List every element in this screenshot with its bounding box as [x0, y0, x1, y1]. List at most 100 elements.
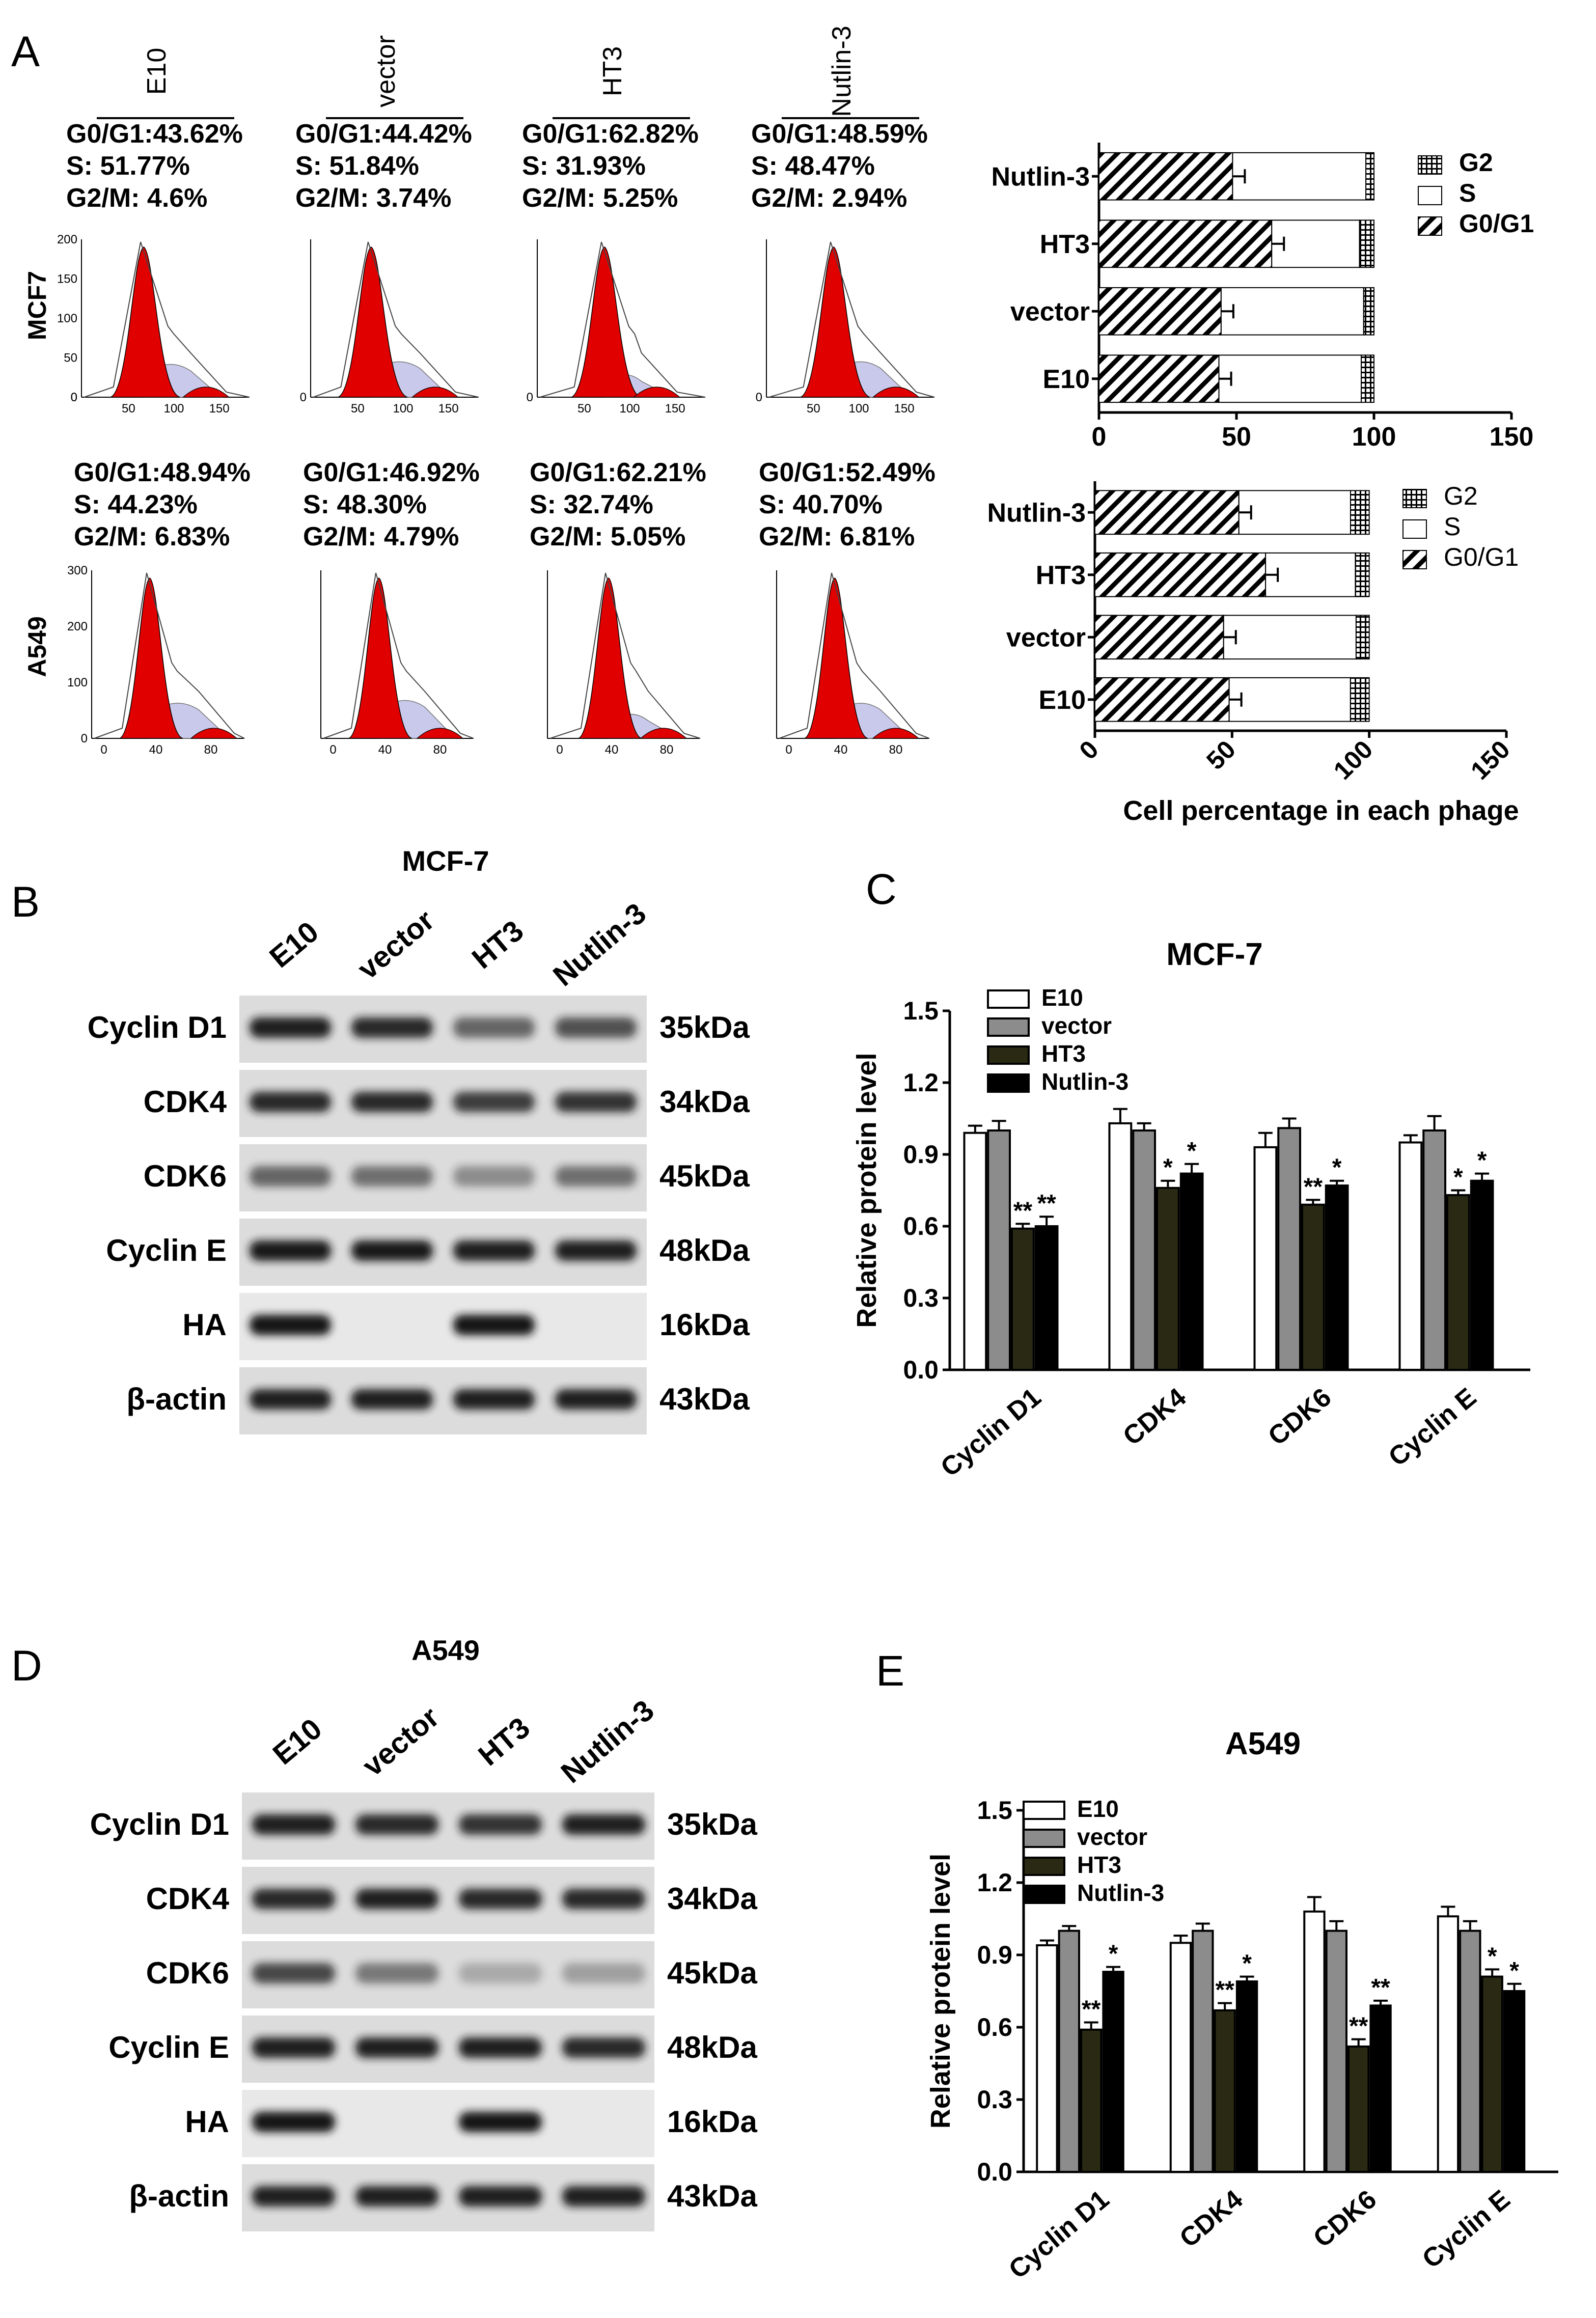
stack-x-tick: 150: [1465, 735, 1516, 785]
phase-stat: G2/M: 6.83%: [74, 522, 230, 551]
blot-lane-label: E10: [267, 1712, 328, 1771]
bar-y-axis-title: Relative protein level: [925, 1854, 956, 2129]
significance-marker: **: [1304, 1173, 1323, 1200]
significance-marker: *: [1477, 1147, 1487, 1174]
stack-x-tick: 100: [1328, 735, 1379, 785]
stack-segment-s: [1271, 219, 1360, 268]
blot-protein-label: β-actin: [129, 2179, 229, 2213]
phase-stat: G0/G1:46.92%: [303, 458, 480, 487]
blot-band: [252, 1889, 335, 1909]
bar-error-bar: [1451, 1189, 1466, 1195]
bar-error-bar: [1306, 1199, 1320, 1205]
phase-stat: S: 32.74%: [530, 490, 653, 519]
hist-x-tick: 80: [204, 743, 218, 757]
hist-origin: 0: [756, 391, 762, 404]
blot-size-label: 45kDa: [659, 1159, 750, 1193]
hist-g2-peak: [190, 728, 238, 739]
bar-error-bar: [1463, 1920, 1477, 1931]
blot-size-label: 43kDa: [667, 2179, 757, 2213]
stack-segment-g2: [1359, 219, 1374, 268]
phase-stat: G2/M: 5.05%: [530, 522, 685, 551]
blot-lane-label: vector: [356, 1700, 445, 1783]
bar-error-bar: [1062, 1925, 1077, 1931]
blot-protein-label: Cyclin D1: [90, 1807, 229, 1841]
legend-swatch: [987, 1017, 1030, 1037]
blot-protein-label: Cyclin E: [106, 1233, 227, 1267]
stack-segment-g2: [1355, 615, 1370, 660]
blot-band: [351, 1166, 433, 1186]
legend-label: Nutlin-3: [1077, 1880, 1164, 1906]
bar-nutlin-3: [1325, 1184, 1349, 1371]
stack-segment-s: [1238, 490, 1351, 535]
row-label: A549: [23, 616, 51, 677]
phase-stat: G2/M: 5.25%: [522, 183, 678, 213]
hist-y-tick: 0: [71, 391, 77, 404]
blot-title: MCF-7: [402, 845, 489, 877]
hist-g2-peak: [411, 387, 459, 398]
blot-protein-label: CDK6: [146, 1956, 229, 1990]
stack-category-label: E10: [1042, 365, 1090, 394]
phase-stat: G2/M: 2.94%: [751, 183, 907, 213]
blot-band: [453, 1092, 535, 1112]
blot-band: [250, 1092, 331, 1112]
blot-band: [453, 1240, 535, 1261]
bar-error-bar: [1015, 1223, 1030, 1229]
bar-category-label: Cyclin D1: [1003, 2185, 1115, 2285]
blot-title: A549: [411, 1634, 480, 1666]
hist-g1-peak: [804, 577, 868, 739]
hist-x-tick: 0: [785, 743, 792, 757]
bar-e10: [1398, 1141, 1423, 1371]
stack-error-bar: [1272, 236, 1285, 251]
significance-marker: *: [1163, 1154, 1173, 1181]
bar-e10: [1303, 1910, 1326, 2173]
blot-band: [252, 1963, 335, 1983]
bar-y-tick: 0.9: [903, 1140, 939, 1169]
hist-x-tick: 80: [660, 743, 674, 757]
stack-segment-s: [1232, 152, 1367, 201]
hist-g1-peak: [578, 577, 642, 739]
legend-swatch: [1402, 550, 1427, 569]
hist-g2-peak: [872, 387, 920, 398]
blot-size-label: 35kDa: [667, 1807, 757, 1841]
bar-category-label: Cyclin E: [1383, 1383, 1482, 1472]
stack-segment-g2: [1350, 490, 1370, 535]
bar-vector: [1459, 1929, 1481, 2173]
legend-label: Nutlin-3: [1041, 1068, 1129, 1095]
legend-label: HT3: [1077, 1852, 1121, 1878]
bar-error-bar: [1329, 1920, 1344, 1931]
hist-g1-peak: [800, 246, 870, 398]
hist-x-tick: 40: [378, 743, 392, 757]
significance-marker: **: [1349, 2013, 1368, 2040]
panel-label-b: B: [11, 878, 40, 926]
bar-error-bar: [1195, 1922, 1210, 1931]
bar-error-bar: [1307, 1896, 1322, 1912]
blot-protein-label: CDK6: [144, 1159, 227, 1193]
bar-y-tick: 0.9: [977, 1941, 1012, 1969]
hist-outline: [94, 572, 245, 739]
bar-nutlin-3: [1235, 1980, 1258, 2173]
hist-y-tick: 50: [64, 351, 77, 365]
phase-stat: G2/M: 3.74%: [295, 183, 451, 213]
hist-g2-peak: [633, 387, 681, 398]
bar-vector: [1192, 1929, 1214, 2173]
blot-band: [250, 1017, 331, 1038]
blot-size-label: 43kDa: [659, 1382, 750, 1416]
significance-marker: *: [1109, 1941, 1118, 1968]
hist-x-tick: 100: [393, 402, 413, 416]
stack-segment-g2: [1365, 152, 1375, 201]
legend-swatch: [1402, 519, 1427, 539]
hist-x-tick: 150: [438, 402, 459, 416]
stack-segment-g0g1: [1094, 490, 1240, 535]
stack-segment-g0g1: [1094, 677, 1230, 722]
hist-g2-peak: [182, 387, 230, 398]
legend-swatch: [1023, 1829, 1065, 1848]
bar-vector: [987, 1129, 1011, 1371]
blot-band: [453, 1315, 535, 1335]
hist-x-tick: 50: [577, 402, 591, 416]
stack-segment-s: [1265, 552, 1356, 597]
hist-x-tick: 0: [100, 743, 107, 757]
bar-ht3: [1481, 1975, 1503, 2173]
blot-band: [252, 2112, 335, 2132]
bar-e10: [963, 1132, 987, 1371]
stack-error-bar: [1239, 505, 1252, 520]
